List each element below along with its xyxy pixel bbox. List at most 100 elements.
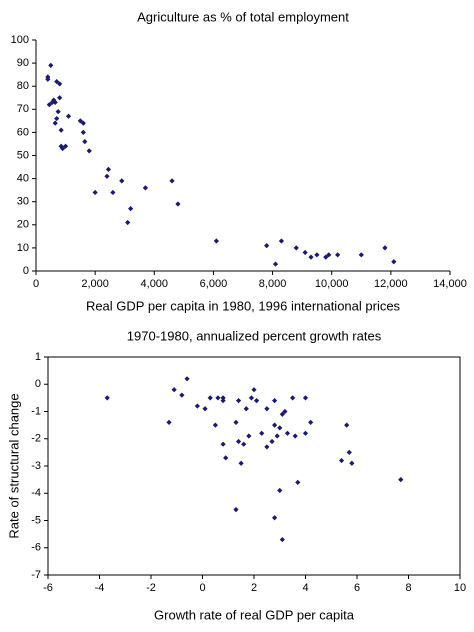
point — [119, 178, 125, 184]
point — [349, 460, 355, 466]
x-tick-label: 2,000 — [81, 278, 109, 290]
point — [282, 408, 288, 415]
x-tick-label: 4 — [302, 582, 308, 594]
point — [272, 398, 278, 404]
point — [46, 102, 52, 108]
point — [57, 81, 63, 87]
point — [235, 398, 242, 404]
point — [274, 433, 280, 439]
x-tick-label: 10 — [454, 582, 466, 594]
point — [45, 76, 51, 82]
point — [398, 477, 404, 483]
point — [248, 395, 255, 401]
point — [233, 419, 239, 425]
point — [166, 419, 172, 425]
x-tick-label: 2 — [251, 582, 257, 594]
x-tick-label: 10,000 — [315, 278, 349, 290]
point — [264, 242, 270, 249]
y-tick-label: 20 — [17, 219, 29, 231]
point — [220, 395, 226, 401]
point — [358, 252, 364, 258]
y-tick-label: 0 — [35, 378, 41, 390]
x-axis-label: Real GDP per capita in 1980, 1996 intern… — [86, 298, 401, 313]
point — [235, 438, 242, 445]
x-tick-label: -6 — [43, 582, 53, 594]
point — [326, 252, 332, 258]
point — [52, 120, 58, 126]
point — [338, 457, 345, 464]
point — [105, 166, 112, 172]
point — [314, 252, 320, 258]
point — [308, 254, 314, 260]
x-tick-label: 0 — [199, 582, 205, 594]
point — [80, 129, 86, 135]
x-axis-label: Growth rate of real GDP per capita — [154, 607, 355, 622]
point — [171, 387, 177, 393]
point — [62, 143, 69, 149]
x-tick-label: 6 — [354, 582, 360, 594]
y-tick-label: 10 — [17, 242, 29, 254]
y-tick-label: 1 — [35, 351, 41, 363]
y-tick-label: -2 — [31, 433, 41, 445]
point — [86, 148, 92, 154]
point — [302, 430, 309, 436]
y-tick-label: -7 — [31, 569, 41, 581]
x-tick-label: -2 — [146, 582, 156, 594]
point — [292, 433, 298, 439]
point — [290, 395, 296, 401]
x-tick-label: 4,000 — [141, 278, 169, 290]
point — [223, 455, 229, 461]
point — [251, 387, 257, 393]
point — [55, 109, 61, 115]
point — [202, 406, 208, 412]
point — [277, 425, 283, 431]
point — [213, 238, 219, 244]
y-tick-label: 50 — [17, 149, 29, 161]
point — [302, 249, 308, 256]
point — [77, 118, 83, 124]
y-tick-label: 0 — [23, 265, 29, 277]
point — [391, 259, 397, 265]
y-tick-label: 30 — [17, 196, 29, 208]
point — [346, 449, 352, 455]
y-tick-label: 70 — [17, 103, 29, 115]
point — [179, 392, 185, 398]
x-tick-label: 8 — [405, 582, 411, 594]
x-tick-label: 6,000 — [200, 278, 228, 290]
y-tick-label: -6 — [31, 542, 41, 554]
point — [175, 201, 181, 207]
point — [272, 261, 279, 267]
point — [57, 95, 63, 101]
point — [212, 422, 218, 428]
point — [220, 441, 226, 447]
x-tick-label: 12,000 — [374, 278, 408, 290]
y-tick-label: -4 — [31, 487, 41, 499]
point — [382, 245, 388, 251]
y-tick-label: 100 — [11, 34, 29, 46]
point — [54, 78, 60, 85]
point — [277, 487, 283, 494]
point — [128, 206, 134, 212]
point — [279, 536, 285, 543]
point — [246, 433, 252, 439]
x-tick-label: -4 — [95, 582, 105, 594]
point — [65, 113, 72, 119]
point — [142, 185, 149, 191]
point — [233, 507, 239, 513]
point — [335, 252, 341, 258]
y-tick-label: 40 — [17, 173, 29, 185]
point — [104, 173, 110, 179]
point — [323, 254, 329, 260]
point — [54, 115, 60, 122]
point — [308, 419, 314, 425]
point — [104, 395, 110, 401]
point — [302, 395, 309, 401]
point — [60, 145, 66, 152]
point — [52, 99, 58, 105]
x-tick-label: 8,000 — [259, 278, 287, 290]
y-tick-label: -1 — [31, 405, 41, 417]
y-tick-label: 80 — [17, 80, 29, 92]
point — [194, 403, 200, 409]
point — [278, 238, 285, 244]
